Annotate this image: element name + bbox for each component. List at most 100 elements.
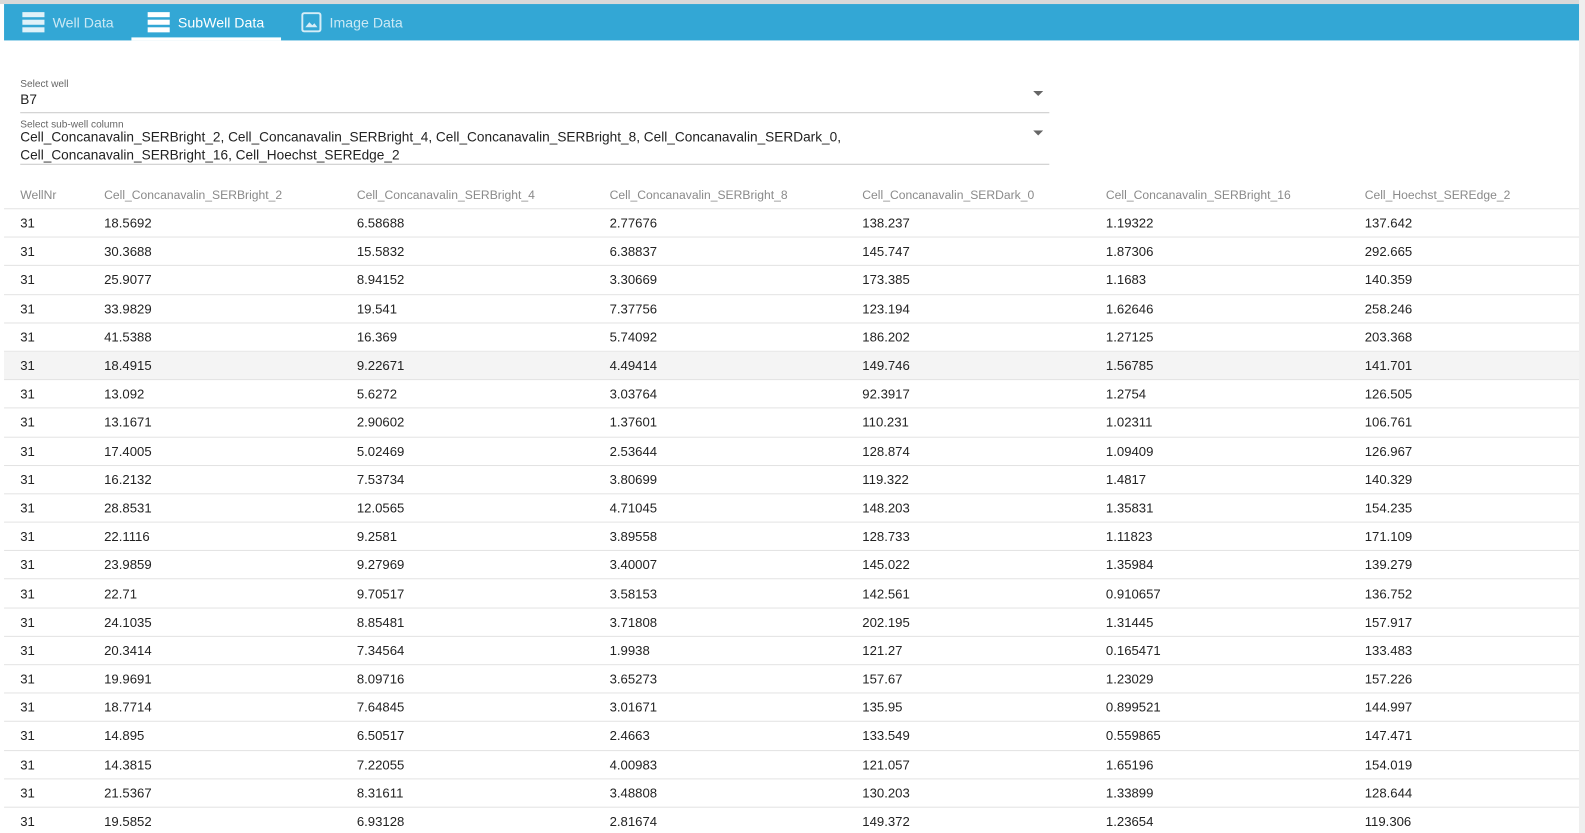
table-row[interactable]: 31 16.2132 7.53734 3.80699 119.322 1.4817 140.… xyxy=(4,466,1580,495)
table-cell: 292.665 xyxy=(1364,243,1413,260)
table-row[interactable]: 31 25.9077 8.94152 3.30669 173.385 1.1683 140.… xyxy=(4,266,1580,295)
dropdown-arrow xyxy=(1033,130,1044,136)
table-row[interactable]: 31 13.1671 2.90602 1.37601 110.231 1.02311 106… xyxy=(4,409,1580,438)
table-cell: 3.58153 xyxy=(609,585,658,602)
column-select[interactable]: Select sub-well column Cell_Concanavalin… xyxy=(20,117,1050,165)
table-row[interactable]: 31 21.5367 8.31611 3.48808 130.203 1.33899 128… xyxy=(4,779,1580,808)
table-cell: 31 xyxy=(20,728,35,744)
table-cell: 1.11823 xyxy=(1105,528,1153,545)
table-cell: 142.561 xyxy=(862,585,910,602)
tab[interactable]: SubWell Data xyxy=(131,4,282,41)
select-value: B7 xyxy=(20,91,37,108)
table-cell: 140.359 xyxy=(1364,272,1413,288)
column-header[interactable]: WellNr xyxy=(20,188,57,203)
table-cell: 24.1035 xyxy=(104,614,152,630)
table-cell: 2.90602 xyxy=(356,414,405,431)
table-cell: 6.58688 xyxy=(356,215,405,231)
table-cell: 110.231 xyxy=(862,414,909,431)
table-cell: 28.8531 xyxy=(104,500,152,516)
table-cell: 2.81674 xyxy=(609,813,658,829)
table-cell: 1.27125 xyxy=(1105,329,1154,345)
select-label: Select sub-well column xyxy=(20,119,124,131)
table-cell: 1.62646 xyxy=(1105,300,1154,317)
table-row[interactable]: 31 41.5388 16.369 5.74092 186.202 1.27125 203.… xyxy=(4,323,1580,352)
table-cell: 128.733 xyxy=(862,528,910,545)
window-frame xyxy=(1579,0,1585,833)
table-cell: 0.910657 xyxy=(1105,585,1161,602)
table-cell: 9.2581 xyxy=(356,528,398,545)
table-cell: 135.95 xyxy=(862,699,903,715)
table-cell: 22.71 xyxy=(104,585,138,602)
table-cell: 3.71808 xyxy=(609,614,658,630)
table-cell: 138.237 xyxy=(862,215,910,231)
table-cell: 1.1683 xyxy=(1105,272,1147,288)
table-cell: 7.34564 xyxy=(356,642,405,659)
table-cell: 9.27969 xyxy=(356,557,405,573)
table-row[interactable]: 31 20.3414 7.34564 1.9938 121.27 0.165471 133.… xyxy=(4,637,1580,666)
table-cell: 25.9077 xyxy=(104,272,152,288)
table-cell: 31 xyxy=(20,500,35,516)
table-row[interactable]: 31 14.3815 7.22055 4.00983 121.057 1.65196 154… xyxy=(4,751,1580,780)
table-row[interactable]: 31 18.5692 6.58688 2.77676 138.237 1.19322 137… xyxy=(4,209,1580,238)
list-icon xyxy=(147,12,170,33)
table-cell: 1.23654 xyxy=(1105,813,1154,829)
table-cell: 1.87306 xyxy=(1105,243,1154,260)
column-header[interactable]: Cell_Concanavalin_SERBright_16 xyxy=(1105,188,1291,203)
table-cell: 1.35984 xyxy=(1105,557,1154,573)
table-cell: 8.94152 xyxy=(356,272,405,288)
table-cell: 148.203 xyxy=(862,500,910,516)
table-cell: 1.37601 xyxy=(609,414,658,431)
table-cell: 14.3815 xyxy=(104,756,152,772)
table-row[interactable]: 31 14.895 6.50517 2.4663 133.549 0.559865 147.… xyxy=(4,722,1580,751)
table-cell: 141.701 xyxy=(1364,357,1413,374)
table-row[interactable]: 31 18.7714 7.64845 3.01671 135.95 0.899521 144… xyxy=(4,694,1580,723)
table-cell: 8.31611 xyxy=(356,785,404,801)
table-cell: 19.9691 xyxy=(104,671,152,687)
well-select[interactable]: Select well B7 xyxy=(20,77,1050,114)
table-cell: 126.967 xyxy=(1364,443,1413,459)
table-cell: 31 xyxy=(20,386,35,402)
select-value: Cell_Concanavalin_SERBright_2, Cell_Conc… xyxy=(20,129,842,163)
table-row[interactable]: 31 33.9829 19.541 7.37756 123.194 1.62646 258.… xyxy=(4,295,1580,324)
table-row[interactable]: 31 22.1116 9.2581 3.89558 128.733 1.11823 171.… xyxy=(4,523,1580,552)
column-header[interactable]: Cell_Concanavalin_SERBright_8 xyxy=(609,188,788,203)
table-cell: 2.77676 xyxy=(609,215,658,231)
column-header[interactable]: Cell_Concanavalin_SERBright_2 xyxy=(104,188,283,203)
column-header[interactable]: Cell_Concanavalin_SERDark_0 xyxy=(862,188,1035,203)
tab[interactable]: Image Data xyxy=(293,4,414,40)
column-header[interactable]: Cell_Hoechst_SEREdge_2 xyxy=(1364,188,1511,203)
table-cell: 147.471 xyxy=(1364,728,1413,744)
table-cell: 149.746 xyxy=(862,357,910,374)
tab[interactable]: Well Data xyxy=(14,4,125,40)
table-cell: 7.37756 xyxy=(609,300,658,317)
table-cell: 3.48808 xyxy=(609,785,658,801)
table-row[interactable]: 31 30.3688 15.5832 6.38837 145.747 1.87306 292… xyxy=(4,238,1580,267)
table-cell: 145.747 xyxy=(862,243,910,260)
table-cell: 9.22671 xyxy=(356,357,405,374)
table-cell: 31 xyxy=(20,528,35,545)
table-cell: 9.70517 xyxy=(356,585,405,602)
table-cell: 2.4663 xyxy=(609,728,650,744)
table-row[interactable]: 31 22.71 9.70517 3.58153 142.561 0.910657 136.… xyxy=(4,580,1580,609)
table-row[interactable]: 31 19.9691 8.09716 3.65273 157.67 1.23029 157.… xyxy=(4,665,1580,694)
table-cell: 16.369 xyxy=(356,329,398,345)
table-cell: 21.5367 xyxy=(104,785,152,801)
table-cell: 15.5832 xyxy=(356,243,405,260)
table-row[interactable]: 31 18.4915 9.22671 4.49414 149.746 1.56785 141… xyxy=(4,351,1580,381)
table-row[interactable]: 31 28.8531 12.0565 4.71045 148.203 1.35831 154… xyxy=(4,494,1580,523)
table-cell: 92.3917 xyxy=(862,386,910,402)
table-cell: 140.329 xyxy=(1364,471,1413,488)
table-row[interactable]: 31 24.1035 8.85481 3.71808 202.195 1.31445 157… xyxy=(4,608,1580,637)
table-row[interactable]: 31 19.5852 6.93128 2.81674 149.372 1.23654 119… xyxy=(4,808,1579,833)
table-cell: 3.30669 xyxy=(609,272,658,288)
table-cell: 8.09716 xyxy=(356,671,405,687)
column-header[interactable]: Cell_Concanavalin_SERBright_4 xyxy=(356,188,535,203)
table-cell: 16.2132 xyxy=(104,471,152,488)
table-row[interactable]: 31 23.9859 9.27969 3.40007 145.022 1.35984 139… xyxy=(4,551,1580,580)
table-cell: 31 xyxy=(20,471,35,488)
table-cell: 18.4915 xyxy=(104,357,152,374)
table-cell: 31 xyxy=(20,414,35,431)
table-row[interactable]: 31 13.092 5.6272 3.03764 92.3917 1.2754 126.50… xyxy=(4,380,1580,409)
table-cell: 12.0565 xyxy=(356,500,405,516)
table-row[interactable]: 31 17.4005 5.02469 2.53644 128.874 1.09409 126… xyxy=(4,437,1580,466)
